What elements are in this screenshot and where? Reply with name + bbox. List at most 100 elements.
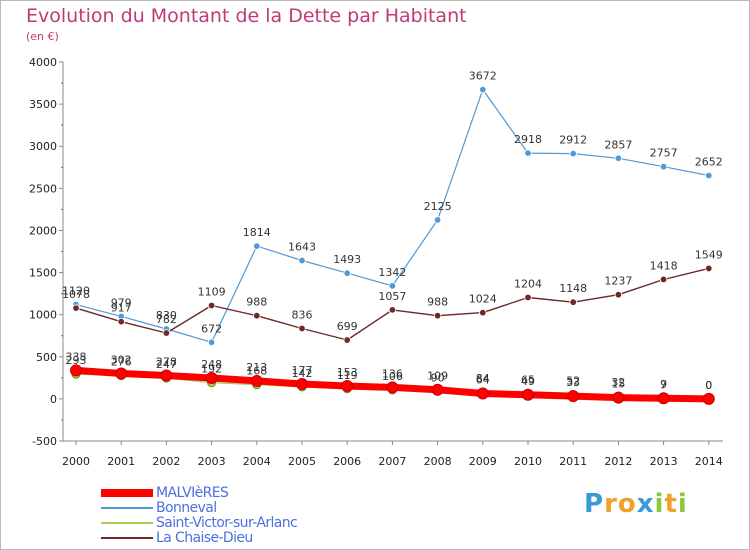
- data-label: 15: [611, 378, 625, 391]
- y-tick-label: 0: [50, 393, 57, 406]
- data-point: [117, 317, 125, 326]
- logo-letter: x: [636, 489, 655, 519]
- x-tick-label: 2008: [424, 455, 452, 468]
- line-chart: 4000 3500 3000 2500 2000 1500 1000 500 0 -500 2000…: [29, 56, 723, 468]
- data-label: 836: [292, 308, 313, 321]
- legend-swatch: [101, 489, 153, 497]
- data-label: 65: [521, 373, 535, 386]
- data-label: 84: [476, 372, 490, 385]
- data-label: 302: [111, 353, 132, 366]
- data-label: 109: [427, 370, 448, 383]
- legend-item: MALVIèRES: [101, 485, 381, 501]
- x-tick-label: 2007: [378, 455, 406, 468]
- data-point: [657, 392, 670, 405]
- data-label: 276: [111, 356, 132, 369]
- logo-letter: P: [584, 489, 605, 519]
- data-point: [160, 369, 173, 382]
- y-tick-label: 1000: [29, 309, 57, 322]
- data-label: 9: [660, 378, 667, 391]
- data-label: 2912: [559, 134, 587, 147]
- data-label: 52: [566, 375, 580, 388]
- data-label: 672: [201, 322, 222, 335]
- legend-swatch: [101, 522, 153, 524]
- y-tick-label: 4000: [29, 56, 57, 69]
- x-tick-label: 2002: [152, 455, 180, 468]
- data-label: 278: [156, 355, 177, 368]
- data-point: [72, 304, 80, 312]
- data-label: 1418: [650, 259, 678, 272]
- data-point: [479, 85, 487, 94]
- y-tick-label: 1500: [29, 267, 57, 280]
- data-label: 1493: [333, 253, 361, 266]
- data-label: 33: [566, 376, 580, 389]
- data-point: [479, 308, 487, 317]
- data-label: 0: [705, 379, 712, 392]
- chart-title: Evolution du Montant de la Dette par Hab…: [26, 5, 467, 27]
- data-point: [343, 336, 351, 344]
- data-label: 153: [337, 366, 358, 379]
- data-label: 49: [521, 375, 535, 388]
- data-point: [569, 149, 577, 158]
- data-point: [343, 269, 351, 277]
- legend-swatch: [101, 537, 153, 539]
- data-label: 2125: [424, 200, 452, 213]
- data-point: [612, 391, 625, 404]
- data-label: 2652: [695, 156, 723, 169]
- x-tick-label: 2005: [288, 455, 316, 468]
- data-label: 1204: [514, 277, 542, 290]
- legend-item: Saint-Victor-sur-Arlanc: [101, 515, 381, 531]
- series-line: [75, 88, 710, 343]
- data-label: 1148: [559, 282, 587, 295]
- data-label: 192: [201, 363, 222, 376]
- x-tick-label: 2004: [243, 455, 271, 468]
- data-label: 247: [156, 358, 177, 371]
- data-label: 142: [292, 367, 313, 380]
- data-label: 2757: [650, 147, 678, 160]
- logo-letter: i: [677, 489, 688, 519]
- data-label: 119: [337, 369, 358, 382]
- data-point: [296, 377, 308, 390]
- data-label: 1057: [378, 290, 406, 303]
- legend-item: La Chaise-Dieu: [101, 530, 381, 546]
- data-label: 0: [705, 379, 712, 392]
- legend-label: Bonneval: [156, 500, 217, 516]
- x-tick-label: 2010: [514, 455, 542, 468]
- data-point: [659, 162, 668, 171]
- data-point: [388, 306, 397, 314]
- data-label: 988: [427, 296, 448, 309]
- series-lines: [72, 88, 713, 403]
- proxiti-logo: Proxiti: [584, 489, 688, 519]
- data-label: 177: [292, 364, 313, 377]
- y-tick-label: 500: [36, 351, 57, 364]
- data-label: 1120: [62, 285, 90, 298]
- data-point: [433, 311, 442, 320]
- data-label: 106: [382, 370, 403, 383]
- data-label: 1237: [604, 275, 632, 288]
- data-label: 32: [611, 376, 625, 389]
- data-point: [702, 392, 715, 405]
- data-label: 2857: [604, 138, 632, 151]
- data-label: 988: [246, 296, 267, 309]
- data-label: 3672: [469, 70, 497, 83]
- data-point: [253, 242, 261, 250]
- data-label: 2918: [514, 133, 542, 146]
- axes: 4000 3500 3000 2500 2000 1500 1000 500 0 -500 2000…: [29, 56, 723, 468]
- x-tick-label: 2006: [333, 455, 361, 468]
- legend-label: MALVIèRES: [156, 485, 229, 501]
- x-tick-label: 2011: [559, 455, 587, 468]
- x-tick-label: 2003: [198, 455, 226, 468]
- data-point: [205, 372, 218, 385]
- legend-swatch: [101, 507, 153, 509]
- data-point: [567, 390, 580, 403]
- data-label: 1024: [469, 293, 497, 306]
- series-points: [70, 85, 715, 405]
- data-point: [614, 154, 623, 162]
- y-tick-label: 2500: [29, 182, 57, 195]
- x-tick-label: 2001: [107, 455, 135, 468]
- data-point: [659, 275, 668, 284]
- data-label: 248: [201, 358, 222, 371]
- data-point: [433, 216, 442, 224]
- data-point: [524, 149, 532, 157]
- data-point: [298, 256, 306, 265]
